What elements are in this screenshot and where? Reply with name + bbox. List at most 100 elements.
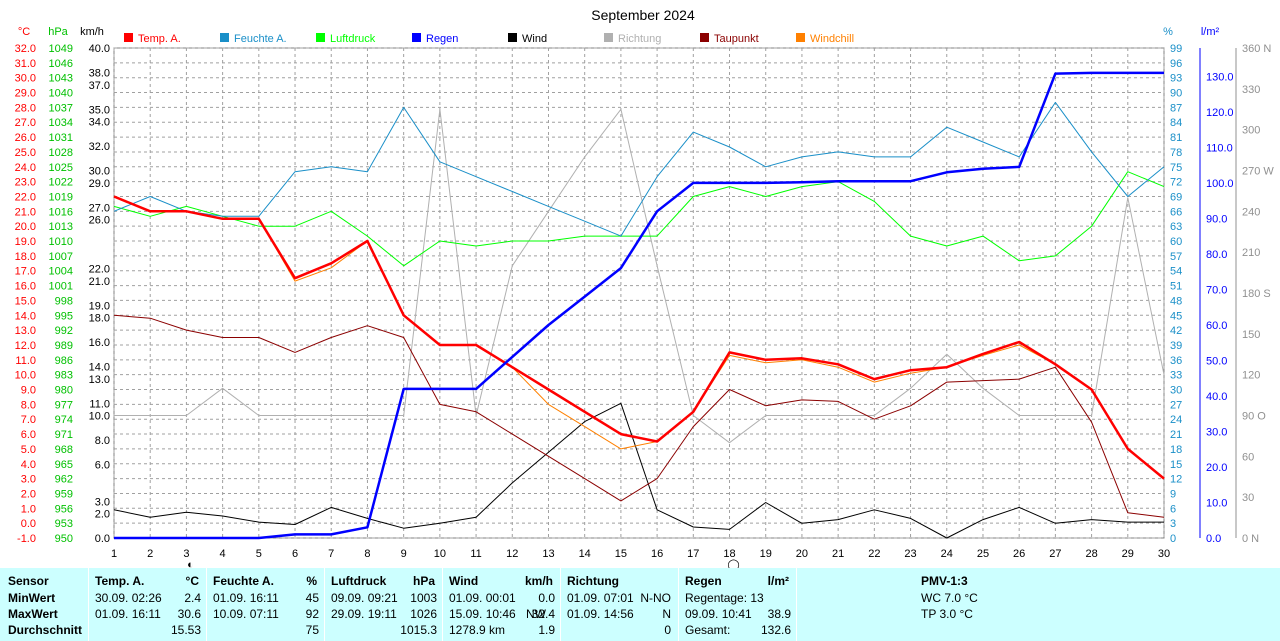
temp-tick-label: 0.0 [21,518,36,530]
x-tick-label: 24 [941,548,953,560]
wind-tick-label: 38.0 [89,68,110,80]
temp-tick-label: 30.0 [15,73,36,85]
pressure-tick-label: 1040 [49,88,73,100]
direction-tick-label: 30 [1242,492,1254,504]
direction-header: Richtung [567,574,619,588]
temp-tick-label: 18.0 [15,251,36,263]
x-tick-label: 10 [434,548,446,560]
x-tick-label: 6 [292,548,298,560]
temp-min-time: 30.09. 02:26 [95,591,162,605]
rain-tick-label: 30.0 [1206,426,1227,438]
temp-tick-label: 28.0 [15,102,36,114]
temp-tick-label: 17.0 [15,266,36,278]
temp-unit-label: °C [18,26,30,38]
rain-unit: l/m² [767,574,789,588]
x-tick-label: 21 [832,548,844,560]
humidity-tick-label: 24 [1170,414,1182,426]
rain-tick-label: 40.0 [1206,391,1227,403]
wind-tick-label: 27.0 [89,202,110,214]
legend-label: Wind [522,33,547,45]
direction-tick-label: 0 N [1242,533,1259,545]
pmv-wc: WC 7.0 °C [921,591,978,605]
legend-swatch [412,33,421,42]
legend-swatch [796,33,805,42]
pressure-tick-label: 980 [55,385,73,397]
wind-tick-label: 34.0 [89,117,110,129]
humidity-tick-label: 45 [1170,310,1182,322]
x-tick-label: 4 [220,548,226,560]
legend-label: Windchill [810,33,854,45]
legend-label: Luftdruck [330,33,376,45]
wind-tick-label: 8.0 [95,435,110,447]
humidity-tick-label: 90 [1170,88,1182,100]
legend-label: Taupunkt [714,33,759,45]
pressure-tick-label: 962 [55,474,73,486]
humidity-tick-label: 93 [1170,73,1182,85]
pressure-max-value: 1026 [410,607,437,621]
humidity-tick-label: 6 [1170,503,1176,515]
humidity-max-time: 10.09. 07:11 [213,607,279,621]
temp-tick-label: 29.0 [15,88,36,100]
rain-tick-label: 60.0 [1206,320,1227,332]
humidity-header: Feuchte A. [213,574,274,588]
pressure-tick-label: 965 [55,459,73,471]
x-tick-label: 26 [1013,548,1025,560]
pressure-tick-label: 992 [55,325,73,337]
stats-panel: Sensor MinWert MaxWert Durchschnitt Temp… [0,568,1280,641]
temp-tick-label: 20.0 [15,221,36,233]
x-tick-label: 3 [183,548,189,560]
humidity-tick-label: 54 [1170,266,1182,278]
rain-unit-label: l/m² [1201,26,1220,38]
wind-tick-label: 10.0 [89,411,110,423]
humidity-tick-label: 84 [1170,117,1182,129]
humidity-tick-label: 63 [1170,221,1182,233]
direction-tick-label: 210 [1242,247,1260,259]
humidity-tick-label: 48 [1170,295,1182,307]
humidity-tick-label: 18 [1170,444,1182,456]
series-line-luftdruck [113,171,1165,267]
avg-label: Durchschnitt [8,623,83,637]
direction-tick-label: 180 S [1242,288,1271,300]
wind-tick-label: 40.0 [89,43,110,55]
legend-label: Temp. A. [138,33,181,45]
humidity-unit-label: % [1163,26,1173,38]
humidity-min-time: 01.09. 16:11 [213,591,279,605]
pressure-tick-label: 1037 [49,102,73,114]
pressure-tick-label: 1025 [49,162,73,174]
x-tick-label: 1 [111,548,117,560]
humidity-tick-label: 21 [1170,429,1182,441]
temp-unit: °C [185,574,199,588]
humidity-tick-label: 0 [1170,533,1176,545]
pressure-unit-label: hPa [48,26,68,38]
x-tick-label: 22 [868,548,880,560]
x-tick-label: 13 [542,548,554,560]
temp-max-value: 30.6 [177,607,201,621]
x-tick-label: 9 [401,548,407,560]
humidity-tick-label: 39 [1170,340,1182,352]
stats-humidity-block: Feuchte A. % 01.09. 16:11 45 10.09. 07:1… [206,568,325,641]
x-tick-label: 30 [1158,548,1170,560]
x-tick-label: 29 [1122,548,1134,560]
wind-min-time: 01.09. 00:01 [449,591,516,605]
legend-swatch [508,33,517,42]
pressure-min-time: 09.09. 09:21 [331,591,398,605]
series-line-wind [113,402,1164,539]
wind-tick-label: 11.0 [89,398,110,410]
legend-label: Regen [426,33,458,45]
chart-series [113,71,1165,540]
chart-title: September 2024 [591,7,695,23]
rain-max-time: 09.09. 10:41 [685,607,752,621]
rain-tick-label: 0.0 [1206,533,1221,545]
pressure-tick-label: 1004 [49,266,73,278]
legend-swatch [316,33,325,42]
chart-legend: Temp. A. Feuchte A. Luftdruck Regen Wind Rich… [124,33,854,45]
wind-max-time: 15.09. 10:46 [449,607,516,621]
pressure-tick-label: 1001 [49,281,73,293]
plot-frame [113,47,1165,539]
wind-avg-value: 1.9 [538,623,555,637]
temp-tick-label: 24.0 [15,162,36,174]
series-line-feuchte-a [113,101,1165,237]
direction-tick-label: 90 O [1242,411,1266,423]
legend-swatch [604,33,613,42]
humidity-tick-label: 33 [1170,370,1182,382]
